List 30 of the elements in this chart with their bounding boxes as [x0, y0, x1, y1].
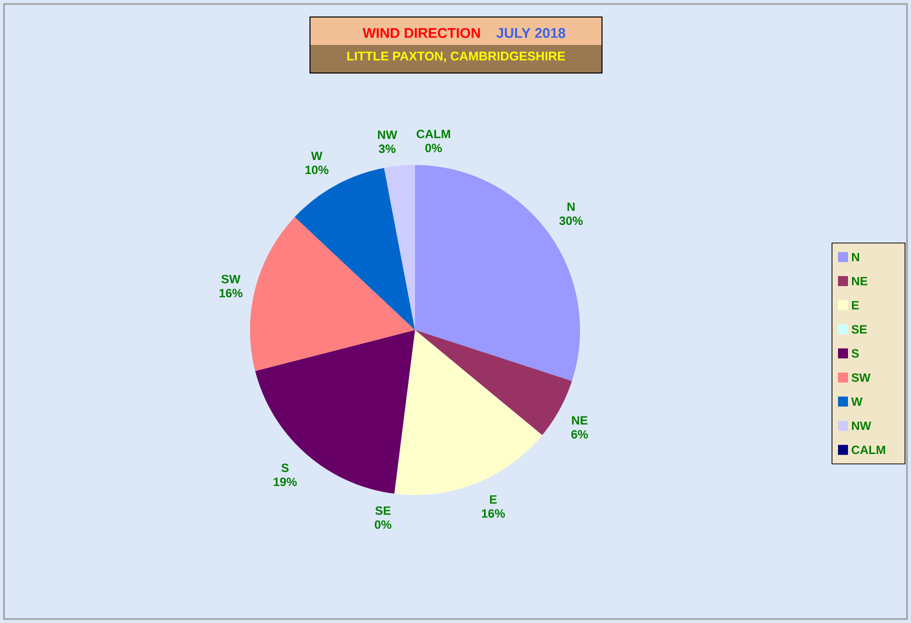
slice-label: NE [572, 416, 588, 424]
legend-label: N [852, 252, 860, 262]
data-label: 19% [274, 478, 297, 486]
chart-subtitle: JULY 2018 [496, 28, 566, 38]
slice-label: N [568, 202, 575, 211]
text: 0% [374, 520, 392, 529]
legend-label: SW [852, 373, 871, 382]
slice-label: W [311, 152, 322, 160]
chart-title: WIND DIRECTION [362, 28, 480, 38]
slice-label: SW [221, 274, 240, 284]
text: 0% [425, 144, 442, 152]
legend-label: S [852, 349, 859, 358]
slice-label: E [490, 495, 497, 504]
legend-label: W [851, 397, 863, 406]
data-label: 30% [559, 216, 583, 226]
category-label: SE [375, 506, 391, 515]
text: LITTLE PAXTON, CAMBRIDGESHIRE [347, 52, 565, 62]
data-label: 16% [220, 288, 242, 298]
legend-label: NW [852, 422, 872, 430]
category-label: CALM [416, 130, 450, 138]
data-label: 10% [305, 166, 328, 174]
slice-label: S [281, 464, 289, 472]
legend-label: E [852, 301, 859, 310]
data-label: 6% [571, 430, 588, 439]
data-label: 3% [378, 144, 396, 154]
legend-label: NE [852, 276, 868, 286]
legend-label: SE [852, 325, 867, 334]
slice-label: NW [378, 130, 398, 139]
legend-label: CALM [852, 446, 886, 454]
data-label: 16% [482, 509, 505, 518]
